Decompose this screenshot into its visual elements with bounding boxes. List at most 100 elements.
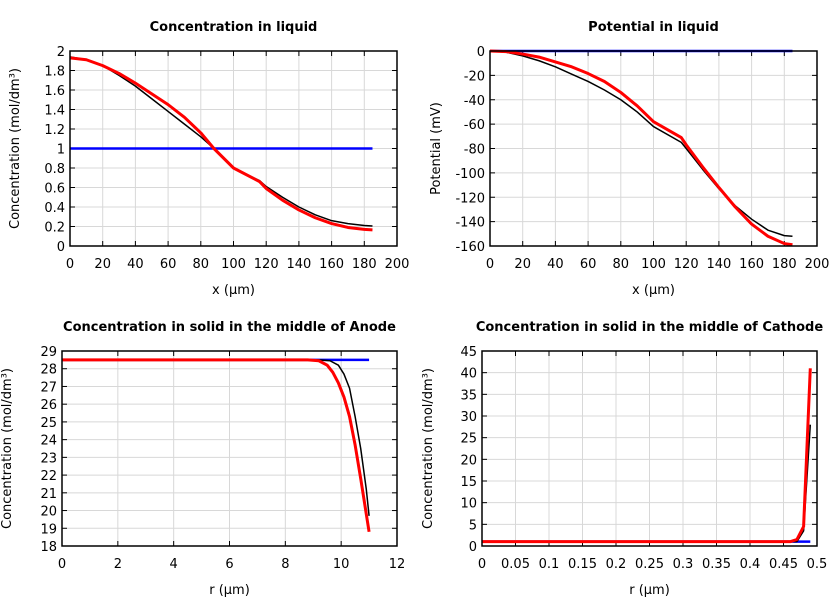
x-tick-label: 140 bbox=[286, 257, 311, 272]
x-tick-label: 180 bbox=[352, 257, 377, 272]
x-tick-label: 0 bbox=[478, 557, 486, 572]
y-tick-label: -40 bbox=[464, 94, 485, 109]
x-tick-label: 0 bbox=[66, 257, 74, 272]
x-tick-label: 0.3 bbox=[673, 557, 694, 572]
plot-frame bbox=[489, 50, 818, 247]
y-tick-label: 27 bbox=[40, 380, 57, 395]
x-tick-label: 0.25 bbox=[635, 557, 664, 572]
x-tick-label: 0 bbox=[486, 257, 494, 272]
plot-frame bbox=[481, 350, 818, 547]
y-tick-label: 28 bbox=[40, 363, 57, 378]
y-tick-label: -120 bbox=[455, 191, 485, 206]
series-line-1 bbox=[62, 359, 370, 516]
y-axis-label: Concentration (mol/dm³) bbox=[8, 68, 23, 229]
y-tick-label: -60 bbox=[464, 118, 485, 133]
y-tick-label: 0.4 bbox=[44, 201, 65, 216]
x-tick-label: 0 bbox=[58, 557, 66, 572]
x-tick-label: 200 bbox=[805, 257, 830, 272]
x-tick-label: 6 bbox=[225, 557, 233, 572]
x-tick-label: 0.4 bbox=[740, 557, 761, 572]
x-tick-label: 12 bbox=[389, 557, 406, 572]
chart-title: Concentration in solid in the middle of … bbox=[476, 320, 824, 335]
y-tick-label: 20 bbox=[460, 453, 477, 468]
x-tick-label: 2 bbox=[114, 557, 122, 572]
x-tick-label: 160 bbox=[319, 257, 344, 272]
x-tick-label: 0.2 bbox=[606, 557, 627, 572]
x-tick-label: 60 bbox=[580, 257, 597, 272]
y-tick-label: 20 bbox=[40, 505, 57, 520]
x-tick-label: 20 bbox=[94, 257, 111, 272]
y-tick-label: 23 bbox=[40, 451, 57, 466]
x-tick-label: 120 bbox=[674, 257, 699, 272]
series-line-1 bbox=[69, 56, 373, 227]
x-tick-label: 40 bbox=[547, 257, 564, 272]
y-axis-label: Concentration (mol/dm³) bbox=[0, 368, 15, 529]
y-tick-label: 2 bbox=[57, 45, 65, 60]
x-tick-label: 80 bbox=[193, 257, 210, 272]
x-tick-label: 160 bbox=[739, 257, 764, 272]
x-axis-label: r (µm) bbox=[629, 583, 670, 598]
x-axis-label: x (µm) bbox=[632, 283, 675, 298]
y-tick-label: 45 bbox=[460, 345, 477, 360]
x-tick-label: 0.05 bbox=[501, 557, 530, 572]
y-tick-label: 22 bbox=[40, 469, 57, 484]
y-axis-label: Potential (mV) bbox=[429, 102, 444, 195]
x-tick-label: 40 bbox=[127, 257, 144, 272]
x-tick-label: 200 bbox=[385, 257, 410, 272]
y-tick-label: 1.4 bbox=[44, 104, 65, 119]
chart-title: Potential in liquid bbox=[588, 20, 719, 35]
x-tick-label: 8 bbox=[281, 557, 289, 572]
y-tick-label: 40 bbox=[460, 367, 477, 382]
y-tick-label: 0 bbox=[57, 240, 65, 255]
y-tick-label: -160 bbox=[455, 240, 485, 255]
x-tick-label: 120 bbox=[254, 257, 279, 272]
y-tick-label: 25 bbox=[40, 416, 57, 431]
x-tick-label: 10 bbox=[333, 557, 350, 572]
x-tick-label: 0.1 bbox=[539, 557, 560, 572]
chart-2: 0 2 4 6 8 10 12181920212223242526272829Concent… bbox=[0, 320, 405, 598]
y-axis-label: Concentration (mol/dm³) bbox=[421, 368, 436, 529]
y-tick-label: 26 bbox=[40, 398, 57, 413]
y-tick-label: 15 bbox=[460, 475, 477, 490]
y-tick-label: -100 bbox=[455, 167, 485, 182]
y-tick-label: 0.2 bbox=[44, 221, 65, 236]
y-tick-label: 30 bbox=[460, 410, 477, 425]
x-tick-label: 60 bbox=[160, 257, 177, 272]
x-tick-label: 20 bbox=[514, 257, 531, 272]
y-tick-label: 0 bbox=[477, 45, 485, 60]
y-tick-label: 0 bbox=[469, 540, 477, 555]
chart-3: 0 0.05 0.1 0.15 0.2 0.25 0.3 0.35 0.4 0.45 0.5 0 5 10… bbox=[421, 320, 827, 598]
x-tick-label: 180 bbox=[772, 257, 797, 272]
y-tick-label: 0.8 bbox=[44, 162, 65, 177]
plot-frame bbox=[61, 350, 398, 547]
y-tick-label: 1 bbox=[57, 143, 65, 158]
chart-1: 0 20 40 60 80 100 120 140 160 180 200 -160 -140 -120 -… bbox=[429, 20, 829, 298]
x-tick-label: 0.45 bbox=[769, 557, 798, 572]
x-tick-label: 0.15 bbox=[568, 557, 597, 572]
y-tick-label: -140 bbox=[455, 216, 485, 231]
x-tick-label: 0.35 bbox=[702, 557, 731, 572]
x-axis-label: r (µm) bbox=[209, 583, 250, 598]
series-line-2 bbox=[482, 368, 812, 544]
y-tick-label: 5 bbox=[469, 518, 477, 533]
series-line-2 bbox=[69, 56, 373, 232]
y-tick-label: 0.6 bbox=[44, 182, 65, 197]
chart-title: Concentration in liquid bbox=[150, 20, 318, 35]
y-tick-label: 1.2 bbox=[44, 123, 65, 138]
x-tick-label: 140 bbox=[706, 257, 731, 272]
x-tick-label: 80 bbox=[613, 257, 630, 272]
series-line-2 bbox=[489, 49, 793, 247]
y-tick-label: -20 bbox=[464, 69, 485, 84]
y-tick-label: 21 bbox=[40, 487, 57, 502]
y-tick-label: -80 bbox=[464, 143, 485, 158]
x-tick-label: 100 bbox=[221, 257, 246, 272]
x-axis-label: x (µm) bbox=[212, 283, 255, 298]
y-tick-label: 19 bbox=[40, 522, 57, 537]
y-tick-label: 1.6 bbox=[44, 84, 65, 99]
y-tick-label: 24 bbox=[40, 434, 57, 449]
chart-title: Concentration in solid in the middle of … bbox=[63, 320, 396, 335]
x-tick-label: 100 bbox=[641, 257, 666, 272]
x-tick-label: 4 bbox=[170, 557, 178, 572]
plot-frame bbox=[69, 50, 398, 247]
